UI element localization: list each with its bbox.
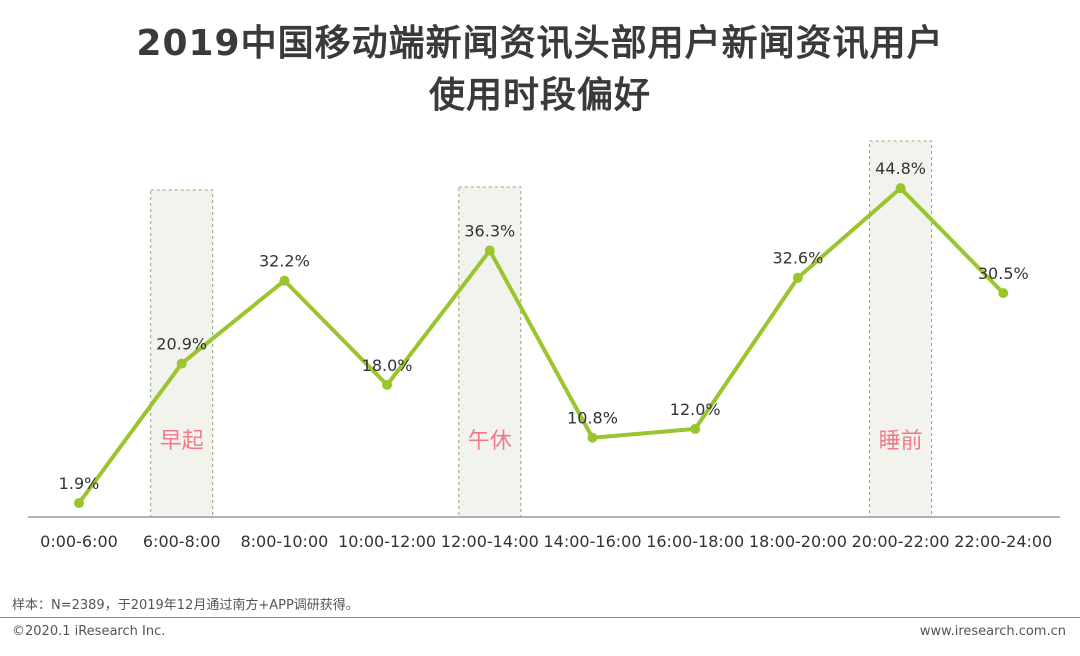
data-label: 32.6% xyxy=(772,249,823,268)
data-point xyxy=(792,272,803,283)
x-tick-label: 14:00-16:00 xyxy=(544,532,642,551)
data-point xyxy=(895,183,906,194)
highlight-label: 睡前 xyxy=(879,429,923,454)
data-label: 20.9% xyxy=(156,335,207,354)
highlight-band xyxy=(150,189,214,518)
data-label: 1.9% xyxy=(59,474,100,493)
data-label: 44.8% xyxy=(875,159,926,178)
x-tick-label: 18:00-20:00 xyxy=(749,532,847,551)
data-label: 32.2% xyxy=(259,252,310,271)
x-tick-label: 8:00-10:00 xyxy=(240,532,328,551)
highlight-label: 早起 xyxy=(160,429,204,454)
x-tick-label: 0:00-6:00 xyxy=(40,532,118,551)
footer-divider xyxy=(0,617,1080,618)
x-tick-label: 6:00-8:00 xyxy=(143,532,221,551)
data-point xyxy=(279,275,290,286)
x-tick-label: 20:00-22:00 xyxy=(852,532,950,551)
data-label: 12.0% xyxy=(670,400,721,419)
data-label: 18.0% xyxy=(362,356,413,375)
x-tick-label: 16:00-18:00 xyxy=(646,532,744,551)
highlight-band xyxy=(869,140,933,518)
data-point xyxy=(484,245,495,256)
data-point xyxy=(74,498,84,509)
data-point xyxy=(690,423,701,434)
sample-note: 样本：N=2389，于2019年12月通过南方+APP调研获得。 xyxy=(12,598,359,613)
series-line xyxy=(77,186,1005,505)
data-point xyxy=(176,358,187,369)
data-label: 10.8% xyxy=(567,409,618,428)
data-label: 30.5% xyxy=(978,264,1029,283)
x-tick-label: 22:00-24:00 xyxy=(954,532,1052,551)
data-point xyxy=(587,432,598,443)
x-tick-label: 10:00-12:00 xyxy=(338,532,436,551)
x-tick-label: 12:00-14:00 xyxy=(441,532,539,551)
data-point xyxy=(382,379,393,390)
highlight-label: 午休 xyxy=(468,429,512,454)
line-chart: 早起 午休 睡前 1.9% 0:00-6:00 20.9% 6:00-8:00 32.2% 8:… xyxy=(28,140,1060,551)
chart-title-line1: 2019中国移动端新闻资讯头部用户新闻资讯用户 xyxy=(136,23,944,64)
data-point xyxy=(998,288,1009,299)
data-label: 36.3% xyxy=(464,222,515,241)
copyright-text: ©2020.1 iResearch Inc. xyxy=(12,624,166,639)
website-text: www.iresearch.com.cn xyxy=(919,624,1066,639)
chart-title-line2: 使用时段偏好 xyxy=(428,75,651,116)
